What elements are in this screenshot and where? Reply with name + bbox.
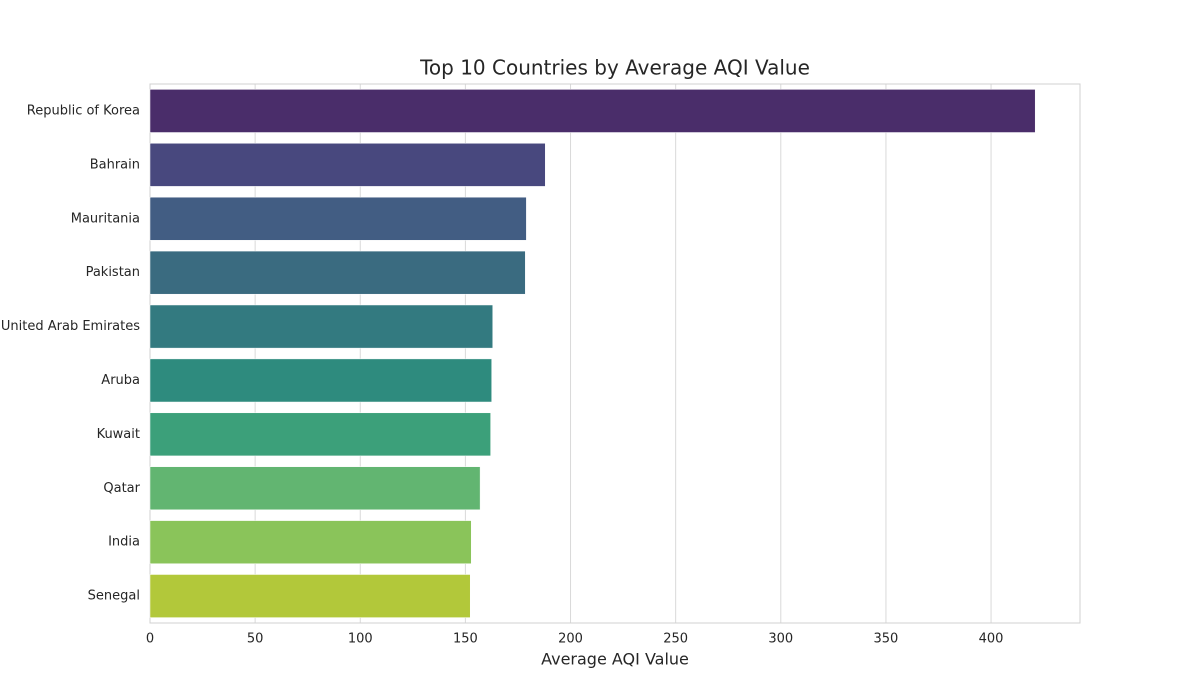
y-tick-label: Aruba [101, 373, 140, 388]
x-tick-label: 100 [348, 632, 373, 647]
y-tick-label: Qatar [103, 481, 140, 496]
bar [149, 196, 527, 241]
x-tick-label: 200 [558, 632, 583, 647]
bar [149, 358, 492, 403]
bar [149, 574, 471, 618]
bar [149, 304, 493, 349]
x-tick-label: 0 [146, 632, 154, 647]
bar [149, 412, 491, 457]
x-tick-label: 250 [663, 632, 688, 647]
x-tick-label: 400 [979, 632, 1004, 647]
plot-frame [149, 83, 1081, 624]
bar [149, 520, 472, 564]
y-tick-label: United Arab Emirates [1, 319, 140, 334]
x-tick-label: 50 [247, 632, 264, 647]
chart-title: Top 10 Countries by Average AQI Value [419, 56, 810, 80]
bar [149, 466, 481, 511]
y-tick-label: Republic of Korea [27, 103, 140, 118]
x-tick-label: 150 [453, 632, 478, 647]
x-tick-label: 350 [874, 632, 899, 647]
y-tick-label: Pakistan [86, 265, 140, 280]
bar [149, 143, 546, 187]
y-tick-label: India [108, 535, 140, 550]
y-tick-label: Senegal [88, 589, 140, 604]
bar [149, 89, 1036, 133]
x-axis-label: Average AQI Value [541, 650, 689, 669]
bar [149, 250, 526, 295]
y-tick-label: Mauritania [71, 211, 140, 226]
x-tick-label: 300 [768, 632, 793, 647]
y-tick-label: Kuwait [97, 427, 140, 442]
y-tick-label: Bahrain [90, 157, 140, 172]
